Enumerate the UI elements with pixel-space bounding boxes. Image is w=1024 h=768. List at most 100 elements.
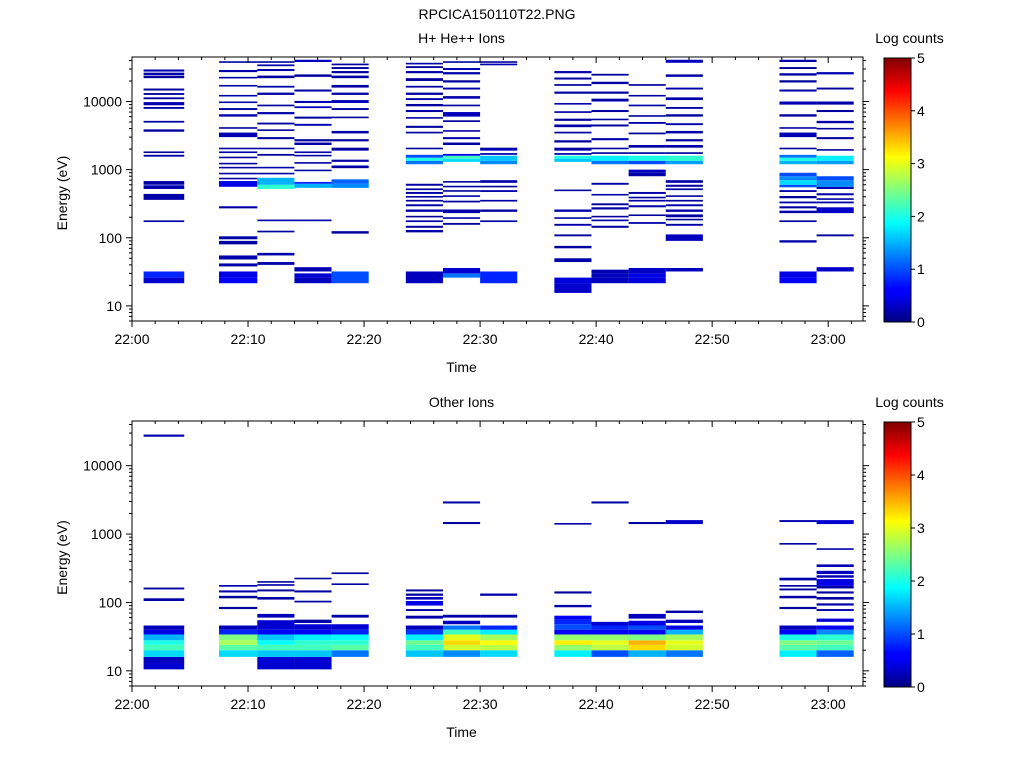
- heatmap-cell: [554, 111, 592, 113]
- heatmap-cell: [628, 169, 666, 173]
- heatmap-cell: [331, 583, 369, 585]
- heatmap-cell: [816, 137, 854, 140]
- heatmap-cell: [554, 91, 592, 94]
- heatmap-cell: [554, 650, 592, 657]
- heatmap-cell: [219, 114, 258, 117]
- heatmap-cell: [405, 62, 443, 65]
- heatmap-cell: [591, 219, 629, 222]
- heatmap-cell: [554, 604, 592, 608]
- heatmap-cell: [143, 69, 185, 72]
- heatmap-cell: [628, 650, 666, 657]
- heatmap-cell: [779, 154, 817, 158]
- heatmap-cell: [591, 644, 629, 651]
- heatmap-cell: [779, 650, 817, 657]
- heatmap-cell: [554, 118, 592, 121]
- heatmap-cells: [143, 434, 854, 670]
- heatmap-cell: [143, 650, 185, 657]
- heatmap-cell: [294, 106, 332, 109]
- heatmap-cell: [816, 201, 854, 204]
- heatmap-cell: [628, 640, 666, 645]
- heatmap-cell: [816, 570, 854, 575]
- heatmap-cell: [665, 209, 703, 212]
- heatmap-cell: [554, 209, 592, 212]
- heatmap-cell: [331, 75, 369, 79]
- heatmap-cell: [628, 132, 666, 135]
- heatmap-cell: [779, 201, 817, 204]
- heatmap-cell: [294, 154, 332, 157]
- heatmap-cell: [257, 262, 295, 265]
- heatmap-cell: [816, 579, 854, 586]
- heatmap-cell: [554, 591, 592, 594]
- heatmap-cell: [779, 220, 817, 223]
- heatmap-cell: [219, 84, 258, 87]
- heatmap-cell: [257, 584, 295, 586]
- heatmap-cell: [779, 640, 817, 645]
- figure-title: RPCICA150110T22.PNG: [419, 6, 576, 22]
- heatmap-cell: [405, 209, 443, 212]
- heatmap-cell: [405, 196, 443, 198]
- heatmap-cell: [665, 180, 703, 183]
- heatmap-cell: [816, 149, 854, 151]
- heatmap-cell: [331, 108, 369, 111]
- heatmap-cell: [294, 59, 332, 62]
- heatmap-cell: [480, 61, 518, 63]
- heatmap-cell: [816, 625, 854, 630]
- heatmap-cell: [219, 644, 258, 651]
- heatmap-cell: [257, 166, 295, 169]
- heatmap-cell: [219, 162, 258, 165]
- heatmap-cell: [219, 640, 258, 645]
- heatmap-cell: [143, 644, 185, 651]
- heatmap-cell: [442, 120, 481, 123]
- heatmap-cell: [665, 223, 703, 226]
- heatmap-cell: [405, 625, 443, 630]
- colorbar-tick-label: 0: [917, 314, 925, 330]
- heatmap-cell: [219, 650, 258, 657]
- heatmap-cell: [405, 98, 443, 101]
- heatmap-cell: [591, 269, 629, 274]
- heatmap-cell: [143, 129, 185, 132]
- heatmap-cell: [143, 75, 185, 79]
- heatmap-cell: [665, 195, 703, 197]
- heatmap-cell: [219, 177, 258, 180]
- heatmap-cell: [554, 124, 592, 128]
- heatmap-cell: [442, 614, 481, 618]
- heatmap-cell: [257, 112, 295, 115]
- heatmap-cell: [554, 644, 592, 651]
- heatmap-cell: [294, 650, 332, 657]
- heatmap-cell: [665, 204, 703, 207]
- heatmap-cell: [143, 97, 185, 100]
- heatmap-cell: [665, 152, 703, 154]
- heatmap-cell: [331, 165, 369, 169]
- heatmap-cell: [628, 634, 666, 641]
- heatmap-cell: [591, 621, 629, 626]
- heatmap-cell: [219, 127, 258, 129]
- y-axis-label: Energy (eV): [54, 156, 70, 231]
- heatmap-cell: [665, 107, 703, 109]
- heatmap-cell: [405, 199, 443, 202]
- heatmap-cell: [294, 219, 332, 222]
- heatmap-cell: [591, 124, 629, 127]
- heatmap-cell: [405, 131, 443, 134]
- y-tick-label: 100: [99, 230, 123, 246]
- heatmap-cell: [628, 199, 666, 202]
- heatmap-cell: [294, 116, 332, 119]
- heatmap-cell: [442, 142, 481, 145]
- heatmap-cell: [591, 634, 629, 641]
- x-tick-label: 23:00: [811, 331, 846, 347]
- x-tick-label: 22:10: [231, 331, 266, 347]
- heatmap-cell: [554, 234, 592, 237]
- heatmap-cell: [591, 138, 629, 141]
- heatmap-cell: [442, 96, 481, 99]
- heatmap-cell: [554, 140, 592, 143]
- x-tick-label: 23:00: [811, 696, 846, 712]
- heatmap-cell: [591, 203, 629, 206]
- heatmap-cell: [591, 182, 629, 185]
- heatmap-cell: [143, 185, 185, 189]
- heatmap-cell: [257, 92, 295, 95]
- heatmap-cell: [554, 634, 592, 641]
- heatmap-cell: [294, 183, 332, 188]
- heatmap-cell: [480, 650, 518, 657]
- heatmap-cell: [480, 153, 518, 155]
- heatmap-cell: [480, 160, 518, 165]
- heatmap-cell: [219, 584, 258, 587]
